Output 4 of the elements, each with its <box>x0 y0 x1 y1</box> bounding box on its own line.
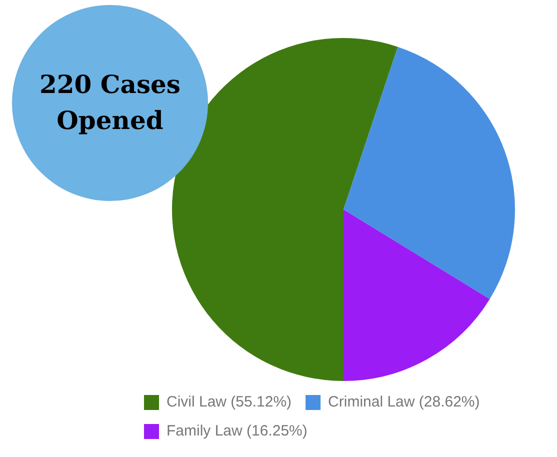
legend-label: Criminal Law (28.62%) <box>328 394 480 411</box>
legend-label: Civil Law (55.12%) <box>166 394 292 411</box>
legend-label: Family Law (16.25%) <box>166 422 308 440</box>
circle-badge: 220 Cases Opened <box>12 5 208 201</box>
